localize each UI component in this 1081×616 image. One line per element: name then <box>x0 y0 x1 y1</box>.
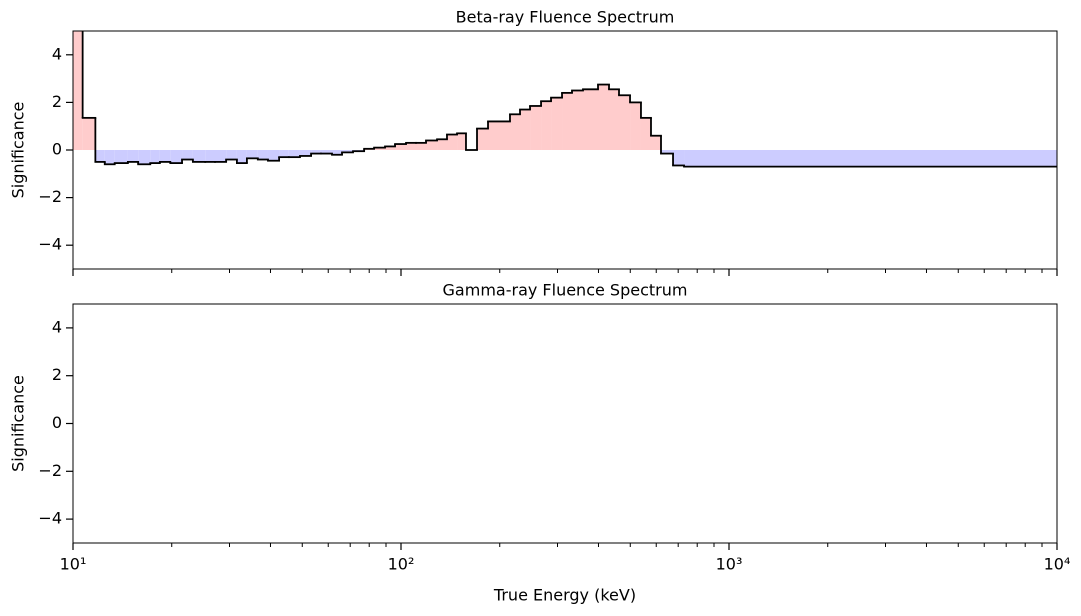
fill-bar <box>541 101 552 150</box>
fill-bar <box>205 150 216 162</box>
y-tick-label: −4 <box>38 509 62 528</box>
fill-bar <box>572 90 583 150</box>
x-tick-label: 10¹ <box>60 555 87 574</box>
fill-bar <box>215 150 227 162</box>
fill-bar <box>182 150 193 160</box>
fill-bar <box>236 150 247 164</box>
fill-bar <box>630 102 641 150</box>
fill-bar <box>73 31 83 150</box>
fill-bar <box>95 150 105 162</box>
fill-bar <box>114 150 128 164</box>
fill-bar <box>650 135 661 150</box>
y-tick-label: 0 <box>52 140 62 159</box>
fill-bar <box>331 150 343 155</box>
fill-bar <box>619 95 631 150</box>
fill-bar <box>509 114 521 150</box>
fill-bar <box>488 121 510 150</box>
fill-bar <box>342 150 354 153</box>
fill-bar <box>562 92 573 150</box>
fill-bar <box>226 150 237 160</box>
x-tick-label: 10² <box>388 555 415 574</box>
fill-bar <box>299 150 312 156</box>
fill-bar <box>520 109 531 150</box>
fill-bar <box>138 150 151 165</box>
fill-bar <box>582 89 599 150</box>
y-tick-label: 4 <box>52 317 62 336</box>
fill-bar <box>257 150 268 160</box>
axes-frame <box>72 303 1058 544</box>
fill-bar <box>437 139 447 150</box>
fill-bar <box>150 150 160 164</box>
y-tick-label: 4 <box>52 44 62 63</box>
y-tick-label: −2 <box>38 187 62 206</box>
fill-bar <box>374 147 386 150</box>
fill-bar <box>415 142 427 150</box>
y-tick-label: 2 <box>52 365 62 384</box>
fill-bar <box>551 97 563 150</box>
fill-bar <box>530 105 542 150</box>
subplot: −4 −2 0 2 4 Beta-ray Fluence Spectrum Signific… <box>9 8 1058 276</box>
fill-bar <box>385 146 396 150</box>
fill-bar <box>640 117 651 150</box>
data-layer <box>73 31 1057 168</box>
y-tick-label: −4 <box>38 235 62 254</box>
fill-bar <box>170 150 183 164</box>
fill-bar <box>395 144 407 150</box>
x-tick-label: 10⁴ <box>1044 555 1071 574</box>
fill-bar <box>311 150 321 154</box>
subplot-title: Beta-ray Fluence Spectrum <box>456 8 675 27</box>
y-axis-label: Significance <box>9 102 28 199</box>
x-axis-label: True Energy (keV) <box>493 586 636 605</box>
fill-bar <box>660 150 674 154</box>
fill-bar <box>406 142 416 150</box>
subplot: −4 −2 0 2 4 10¹ 10² 10³ 10⁴ Gamma-ray Fluence Spe… <box>9 281 1071 605</box>
fill-bar <box>426 140 438 150</box>
fill-bar <box>320 150 332 154</box>
y-tick-label: −2 <box>38 461 62 480</box>
fill-bar <box>104 150 115 165</box>
fill-bar <box>598 84 610 150</box>
subplot-title: Gamma-ray Fluence Spectrum <box>443 281 688 300</box>
fill-bar <box>446 134 458 150</box>
fill-bar <box>288 150 300 158</box>
fill-bar <box>684 150 1057 167</box>
fill-bar <box>82 117 96 150</box>
fill-bar <box>246 150 258 159</box>
y-axis-label: Significance <box>9 375 28 472</box>
fill-bar <box>159 150 171 162</box>
fill-bar <box>192 150 206 162</box>
fill-bar <box>609 89 620 150</box>
x-tick-label: 10³ <box>716 555 743 574</box>
fill-bar <box>127 150 139 162</box>
fill-bar <box>457 133 466 150</box>
fill-bar <box>477 128 489 150</box>
fill-bar <box>673 150 685 166</box>
y-tick-label: 0 <box>52 413 62 432</box>
fill-bar <box>279 150 289 158</box>
fill-bar <box>267 150 280 161</box>
y-tick-label: 2 <box>52 92 62 111</box>
